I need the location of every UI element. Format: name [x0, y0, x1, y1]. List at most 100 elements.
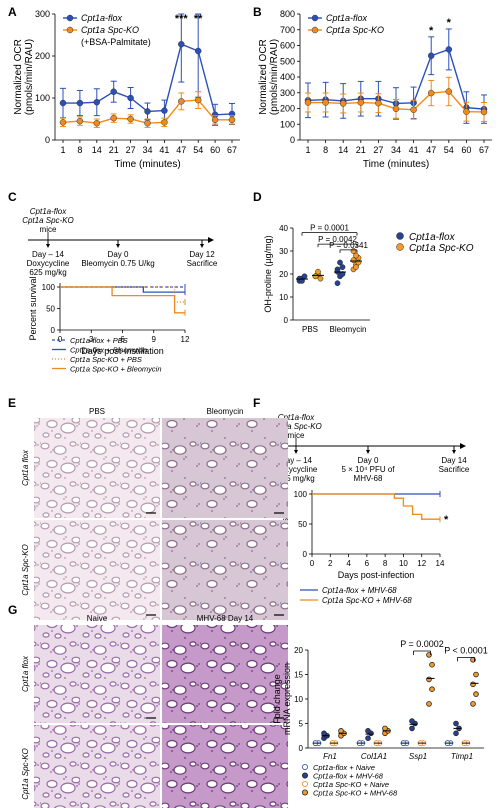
legend-label-B: Cpt1a-flox: [326, 13, 368, 23]
data-point-A: [194, 96, 202, 104]
column-label-G: MHV-68 Day 14: [197, 614, 254, 623]
histology-image-G: [34, 625, 160, 723]
data-point-A: [178, 40, 185, 48]
timeline-desc-F: Doxycycline: [275, 465, 318, 474]
x-tick-label-C: 9: [152, 335, 157, 344]
legend-marker-A: [66, 14, 74, 22]
data-point-D: [299, 278, 305, 284]
timeline-desc-F: 5 × 10⁴ PFU of: [341, 465, 395, 474]
y-tick-label-F: 50: [298, 520, 307, 529]
mice-label-F: Cpt1a Spc-KO: [270, 422, 322, 431]
timeline-arrow-C: [208, 237, 214, 243]
data-point-D: [334, 280, 341, 287]
x-tick-label-A: 14: [92, 145, 102, 155]
x-tick-label-A: 60: [210, 145, 220, 155]
y-tick-label-H: 5: [299, 720, 304, 729]
legend-label-D: Cpt1a Spc-KO: [409, 243, 474, 254]
row-label-E: Cpt1a Spc-KO: [21, 544, 30, 596]
histology-image-E: [162, 520, 288, 620]
timeline-desc-C: 625 mg/kg: [29, 268, 66, 277]
y-tick-label-B: 200: [280, 104, 295, 114]
row-label-E: Cpt1a flox: [21, 449, 30, 486]
y-tick-label-A: 0: [45, 135, 50, 145]
y-tick-label-H: 20: [294, 646, 303, 655]
data-point-B: [463, 108, 470, 115]
y-axis-label-C: Percent survival: [28, 276, 38, 340]
data-point-H: [426, 676, 432, 683]
y-tick-label-D: 20: [279, 270, 288, 279]
legend-label-C: Cpt1a Spc-KO + PBS: [70, 355, 142, 364]
data-point-D: [301, 273, 308, 280]
timeline-desc-F: 625 mg/kg: [277, 474, 314, 483]
legend-label-A: Cpt1a Spc-KO: [81, 25, 139, 35]
x-tick-label-A: 34: [142, 145, 152, 155]
data-point-H: [409, 725, 415, 732]
data-point-B: [445, 88, 453, 95]
column-label-E: Bleomycin: [207, 407, 244, 416]
data-point-B: [427, 52, 435, 59]
data-point-H: [409, 718, 415, 724]
mice-label-C: Cpt1a Spc-KO: [22, 216, 74, 225]
pvalue-label-H: P = 0.0002: [400, 639, 444, 649]
row-label-G: Cpt1a Spc-KO: [21, 748, 30, 800]
y-tick-label-D: 30: [279, 247, 288, 256]
mice-label-C: Cpt1a-flox: [30, 207, 67, 216]
x-tick-label-A: 27: [126, 145, 136, 155]
x-axis-label-A: Time (minutes): [114, 159, 180, 170]
y-tick-label-B: 0: [290, 135, 295, 145]
legend-label-C: Cpt1a-flox + PBS: [70, 336, 128, 345]
panel-letter-G: G: [8, 603, 17, 617]
legend-label-A: Cpt1a-flox: [81, 13, 123, 23]
y-tick-label-F: 100: [294, 490, 308, 499]
annotation-A: (+BSA-Palmitate): [81, 37, 151, 47]
data-point-D: [317, 275, 324, 282]
x-tick-label-F: 12: [417, 559, 426, 568]
x-tick-label-D: PBS: [302, 325, 318, 334]
x-tick-label-B: 1: [305, 145, 310, 155]
timeline-tick-arrow-C: [116, 244, 120, 248]
data-point-A: [76, 99, 84, 107]
data-point-H: [426, 701, 432, 707]
x-tick-label-H: Col1A1: [361, 752, 387, 761]
legend-label-C: Cpt1a-flox + Bleomycin: [70, 346, 147, 355]
data-point-H: [429, 661, 435, 668]
pvalue-label-D: P = 0.0042: [318, 235, 357, 244]
legend-label-D: Cpt1a-flox: [409, 232, 456, 243]
survival-curve-C: [60, 286, 185, 293]
x-tick-label-B: 27: [373, 145, 383, 155]
data-point-D: [353, 252, 359, 259]
x-tick-label-A: 41: [159, 145, 169, 155]
data-point-D: [339, 264, 346, 270]
x-axis-label-F: Days post-infection: [338, 570, 415, 580]
data-point-H: [321, 730, 327, 737]
y-axis-label-B-0: Normalized OCR: [258, 39, 269, 115]
data-point-A: [127, 115, 134, 123]
data-point-A: [110, 88, 117, 95]
legend-marker-B: [311, 26, 319, 34]
timeline-tick-arrow-C: [46, 244, 50, 248]
timeline-desc-C: Bleomycin 0.75 U/kg: [81, 259, 154, 268]
legend-marker-H: [301, 781, 308, 788]
legend-marker-D: [396, 243, 404, 251]
histology-image-E: [162, 418, 288, 518]
data-point-A: [93, 98, 101, 106]
y-tick-label-A: 200: [35, 51, 50, 61]
timeline-desc-F: Sacrifice: [439, 465, 470, 474]
x-axis-label-C: Days post-instillation: [81, 346, 164, 356]
x-tick-label-F: 8: [383, 559, 388, 568]
panel-letter-B: B: [253, 5, 262, 19]
data-point-H: [470, 701, 476, 707]
data-point-D: [353, 264, 359, 270]
x-tick-label-B: 34: [391, 145, 401, 155]
significance-mark-B: *: [429, 25, 434, 37]
x-tick-label-H: Timp1: [451, 752, 473, 761]
survival-curve-C: [60, 286, 185, 303]
legend-label-C: Cpt1a Spc-KO + Bleomycin: [70, 365, 162, 374]
y-tick-label-D: 40: [279, 224, 288, 233]
legend-label-H: Cpt1a-flox + MHV-68: [313, 772, 384, 781]
panel-letter-A: A: [8, 5, 17, 19]
x-tick-label-C: 6: [120, 335, 125, 344]
timeline-day-F: Day 0: [358, 456, 379, 465]
legend-label-F: Cpt1a Spc-KO + MHV-68: [322, 596, 412, 605]
x-tick-label-B: 67: [479, 145, 489, 155]
